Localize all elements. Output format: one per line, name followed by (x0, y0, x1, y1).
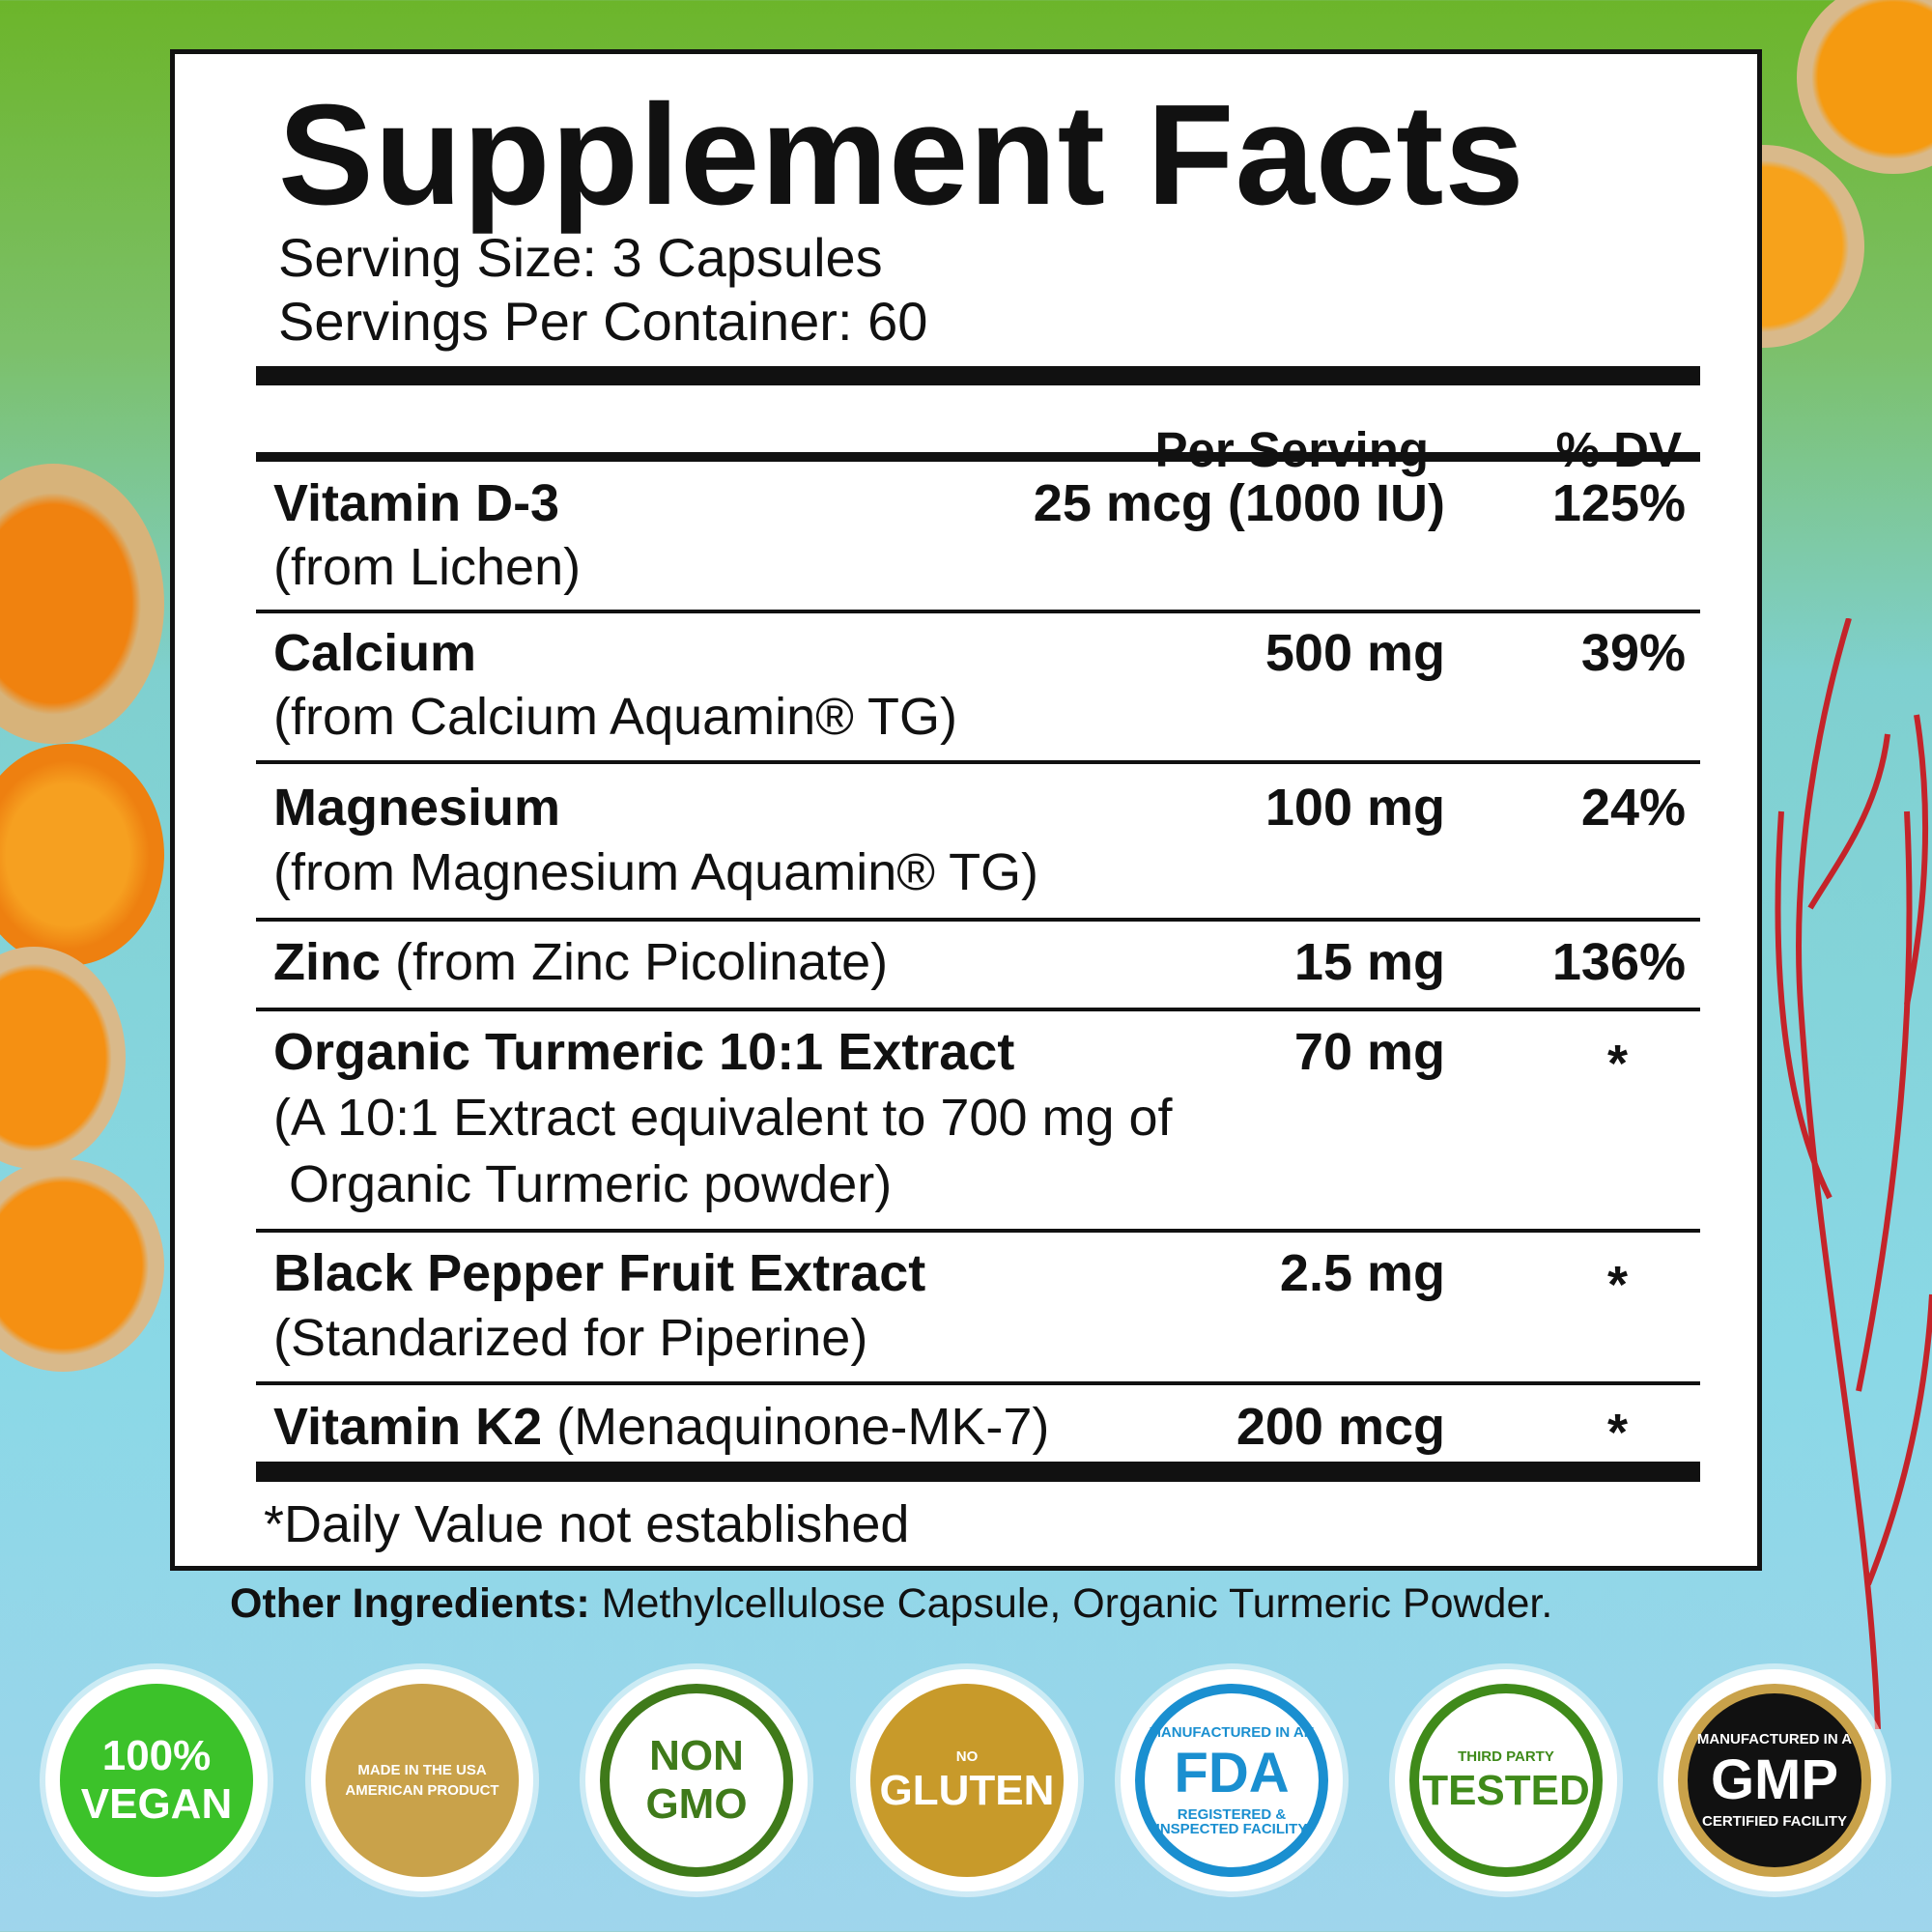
nutrient-name: Calcium (273, 624, 477, 682)
turmeric-root-decoration (0, 464, 164, 744)
nutrient-dv: * (1606, 1404, 1628, 1462)
turmeric-slice-decoration (0, 947, 126, 1169)
badge-text: FDA (1174, 1741, 1290, 1804)
row-divider (256, 1381, 1700, 1385)
badge-text: AMERICAN PRODUCT (345, 1782, 499, 1799)
fda-badge: MANUFACTURED IN AN FDA REGISTERED & INSPEC… (1121, 1669, 1343, 1891)
nutrient-amount: 15 mg (1293, 933, 1445, 991)
divider-medium (256, 452, 1700, 462)
nutrient-source: (A 10:1 Extract equivalent to 700 mg of (273, 1089, 1173, 1147)
serving-size: Serving Size: 3 Capsules (278, 227, 883, 288)
other-ingredients-label: Other Ingredients: (230, 1580, 590, 1627)
nutrient-amount: 70 mg (1293, 1023, 1445, 1081)
footnote: *Daily Value not established (264, 1495, 910, 1553)
vegan-badge: 100% VEGAN (45, 1669, 268, 1891)
nutrient-dv: 136% (1551, 933, 1686, 991)
badge-text: GMO (645, 1780, 748, 1828)
row-divider (256, 610, 1700, 613)
no-gluten-badge: NO GLUTEN (856, 1669, 1078, 1891)
badge-text: MANUFACTURED IN A (1696, 1731, 1853, 1747)
row-divider (256, 1008, 1700, 1011)
nutrient-amount: 2.5 mg (1279, 1244, 1445, 1302)
nutrient-amount: 500 mg (1264, 624, 1445, 682)
nutrient-source: (Menaquinone-MK-7) (556, 1398, 1050, 1456)
badge-text: REGISTERED & INSPECTED FACILITY (1155, 1805, 1308, 1837)
nutrient-source: (from Lichen) (273, 538, 582, 596)
turmeric-slice-decoration (0, 744, 164, 966)
badge-text: MADE IN THE USA (357, 1762, 487, 1778)
row-divider (256, 918, 1700, 922)
nutrient-amount: 200 mcg (1236, 1398, 1445, 1456)
badge-text: GLUTEN (879, 1766, 1055, 1814)
badge-text: MANUFACTURED IN AN (1149, 1723, 1315, 1741)
turmeric-slice-decoration (0, 1159, 164, 1372)
badge-text: GMP (1710, 1748, 1839, 1811)
nutrient-name: Magnesium (273, 779, 561, 837)
badge-text: CERTIFIED FACILITY (1702, 1813, 1847, 1830)
header-per-serving: Per Serving (1154, 422, 1429, 477)
nutrient-name: Organic Turmeric 10:1 Extract (273, 1023, 1015, 1081)
nutrient-name: Vitamin K2 (273, 1398, 543, 1456)
nutrient-name: Vitamin D-3 (273, 474, 560, 532)
nutrient-dv: 125% (1551, 474, 1686, 532)
supplement-facts-panel: Supplement Facts Serving Size: 3 Capsule… (170, 49, 1762, 1571)
servings-per-container: Servings Per Container: 60 (278, 291, 928, 352)
nutrient-name: Zinc (273, 933, 382, 991)
nutrient-line: Zinc (from Zinc Picolinate) (273, 936, 888, 988)
non-gmo-badge: NON GMO (585, 1669, 808, 1891)
made-in-usa-badge: MADE IN THE USA AMERICAN PRODUCT (311, 1669, 533, 1891)
nutrient-amount: 25 mcg (1000 IU) (1033, 474, 1445, 532)
nutrient-dv: * (1606, 1256, 1628, 1314)
badge-text: VEGAN (80, 1780, 233, 1828)
nutrient-dv: 39% (1580, 624, 1686, 682)
badge-text: TESTED (1422, 1766, 1590, 1814)
nutrient-source: (from Magnesium Aquamin® TG) (273, 843, 1039, 901)
badge-text: NON (649, 1732, 744, 1779)
turmeric-slice-decoration (1797, 0, 1932, 174)
header-dv: % DV (1555, 422, 1682, 477)
row-divider (256, 760, 1700, 764)
nutrient-source: (Standarized for Piperine) (273, 1309, 868, 1367)
nutrient-source: Organic Turmeric powder) (289, 1155, 893, 1213)
nutrient-dv: * (1606, 1035, 1628, 1093)
nutrient-name: Black Pepper Fruit Extract (273, 1244, 926, 1302)
third-party-tested-badge: THIRD PARTY TESTED (1395, 1669, 1617, 1891)
badge-text: 100% (101, 1732, 212, 1779)
nutrient-line: Vitamin K2 (Menaquinone-MK-7) (273, 1401, 1049, 1453)
nutrient-source: (from Calcium Aquamin® TG) (273, 688, 957, 746)
divider-thick (256, 366, 1700, 385)
nutrient-amount: 100 mg (1264, 779, 1445, 837)
nutrient-source: (from Zinc Picolinate) (395, 933, 889, 991)
gmp-badge: MANUFACTURED IN A GMP CERTIFIED FACILITY (1663, 1669, 1886, 1891)
other-ingredients: Other Ingredients: Methylcellulose Capsu… (230, 1580, 1552, 1628)
other-ingredients-value: Methylcellulose Capsule, Organic Turmeri… (589, 1580, 1553, 1627)
panel-title: Supplement Facts (278, 75, 1525, 235)
red-seaweed-decoration (1775, 618, 1932, 1729)
badge-text: NO (955, 1747, 979, 1765)
nutrient-dv: 24% (1580, 779, 1686, 837)
row-divider (256, 1229, 1700, 1233)
divider-thick (256, 1462, 1700, 1482)
badge-text: THIRD PARTY (1458, 1747, 1554, 1765)
